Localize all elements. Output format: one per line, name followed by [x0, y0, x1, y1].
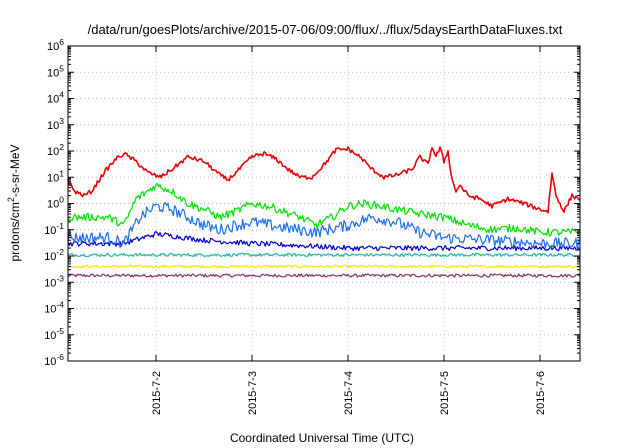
y-axis-title-base: protons/cm: [8, 202, 22, 261]
y-axis-title-sup: 2: [6, 197, 16, 202]
series-line-6: [67, 273, 581, 278]
y-axis-ticks: 10-6 10-5 10-4 10-3 10-2 10-1 100 101 102 103 104 1…: [44, 37, 580, 368]
y-tick-label: 10-3: [44, 273, 64, 289]
y-tick-label: 10-4: [44, 300, 64, 316]
y-tick-label: 102: [47, 142, 64, 158]
x-tick-label: 2015-7-2: [151, 371, 163, 415]
series-line-0: [67, 146, 581, 214]
y-tick-label: 10-1: [44, 221, 64, 237]
series-line-4: [68, 252, 581, 258]
y-tick-label: 101: [47, 168, 64, 184]
grid: [68, 46, 580, 361]
y-tick-label: 103: [47, 116, 64, 132]
x-axis-title: Coordinated Universal Time (UTC): [230, 431, 414, 445]
y-tick-label: 10-6: [44, 352, 64, 368]
series-lines: [67, 146, 581, 278]
x-tick-label: 2015-7-5: [439, 371, 451, 415]
y-tick-label: 104: [47, 90, 64, 106]
x-tick-label: 2015-7-6: [535, 371, 547, 415]
series-line-5: [67, 264, 581, 269]
y-tick-label: 100: [47, 195, 64, 211]
x-axis-ticks: 2015-7-2 2015-7-3 2015-7-4 2015-7-5 2015-7-6: [151, 46, 547, 415]
series-line-1: [67, 182, 581, 237]
series-line-2: [67, 202, 581, 250]
y-tick-label: 10-5: [44, 326, 64, 342]
y-axis-title: protons/cm2-s-sr-MeV: [6, 144, 22, 261]
y-axis-title-rest: -s-sr-MeV: [8, 144, 22, 197]
y-tick-label: 10-2: [44, 247, 64, 263]
y-tick-label: 106: [47, 37, 64, 53]
y-tick-label: 105: [47, 63, 64, 79]
chart-title: /data/run/goesPlots/archive/2015-07-06/0…: [88, 22, 563, 37]
x-tick-label: 2015-7-3: [247, 371, 259, 415]
series-line-3: [67, 231, 581, 252]
x-tick-label: 2015-7-4: [343, 371, 355, 415]
